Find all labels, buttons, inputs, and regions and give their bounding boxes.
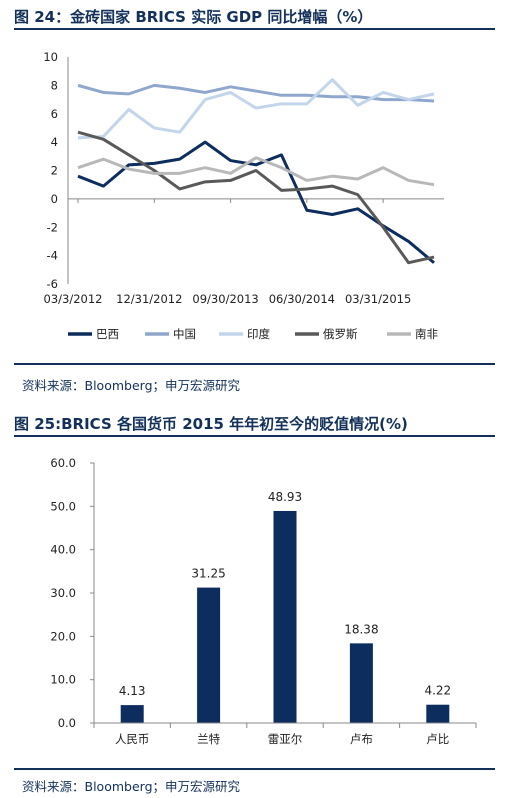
bar-y-tick-label: 0.0 (58, 716, 76, 730)
line-x-tick-label: 03/31/2015 (345, 292, 411, 306)
currency-bar-chart: 60.0 50.0 40.0 30.0 20.0 10.0 0.0 4.13 31.25 48.… (50, 456, 477, 746)
legend-label-0: 巴西 (96, 327, 119, 341)
figure-24-bottom-rule (14, 363, 495, 365)
bar-category-label-4: 卢比 (426, 732, 449, 746)
bar-value-label-1: 31.25 (191, 567, 225, 581)
line-y-tick-label: -2 (47, 220, 58, 234)
figure-24-source: 资料来源：Bloomberg；申万宏源研究 (22, 378, 240, 393)
figure-25-bottom-rule (14, 768, 495, 770)
bar-y-axis: 60.0 50.0 40.0 30.0 20.0 10.0 0.0 (50, 456, 95, 730)
line-x-axis: 03/3/2012 12/31/2012 09/30/2013 06/30/2014 0… (44, 198, 444, 306)
line-y-tick-label: 6 (51, 107, 58, 121)
bar-value-label-2: 48.93 (268, 490, 302, 504)
line-x-tick-label: 09/30/2013 (192, 292, 258, 306)
line-y-tick-label: 2 (51, 164, 58, 178)
bar-y-tick-label: 10.0 (50, 673, 76, 687)
bar-y-tick-label: 20.0 (50, 629, 76, 643)
bar-3 (349, 643, 373, 723)
bar-value-label-4: 4.22 (424, 684, 451, 698)
line-y-tick-label: 10 (43, 50, 58, 64)
bar-y-tick-label: 40.0 (50, 543, 76, 557)
bar-1 (197, 587, 221, 723)
bar-0 (120, 705, 144, 723)
bar-value-label-3: 18.38 (344, 622, 378, 636)
line-x-tick-label: 03/3/2012 (44, 292, 103, 306)
figure-25-title: 图 25:BRICS 各国货币 2015 年年初至今的贬值情况(%) (14, 415, 408, 433)
legend-label-1: 中国 (173, 327, 196, 341)
figure-25-source: 资料来源：Bloomberg；申万宏源研究 (22, 779, 240, 794)
line-y-tick-label: 8 (51, 78, 58, 92)
line-series-group (77, 78, 435, 265)
gdp-line-chart: 10 8 6 4 2 0 -2 -4 -6 03/3/2012 12/31/2012 09/30/2… (43, 50, 444, 341)
bar-x-axis: 人民币 兰特 雷亚尔 卢布 卢比 (93, 722, 477, 746)
figure-25-top-rule (14, 435, 495, 437)
line-y-tick-label: 0 (51, 192, 58, 206)
figure-24-top-rule (14, 28, 495, 30)
line-y-tick-label: 4 (51, 135, 58, 149)
series-line-2 (77, 78, 435, 140)
series-line-3 (77, 130, 435, 265)
line-x-tick-label: 06/30/2014 (269, 292, 335, 306)
legend-label-2: 印度 (247, 327, 270, 341)
series-line-1 (77, 83, 435, 103)
line-y-axis: 10 8 6 4 2 0 -2 -4 -6 (43, 50, 69, 291)
bar-y-tick-label: 30.0 (50, 586, 76, 600)
line-y-tick-label: -4 (47, 249, 58, 263)
line-y-tick-label: -6 (47, 277, 58, 291)
bar-series-group: 4.13 31.25 48.93 18.38 4.22 (119, 490, 451, 723)
bar-value-label-0: 4.13 (119, 684, 146, 698)
bar-2 (273, 510, 297, 723)
bar-4 (426, 704, 450, 723)
bar-y-tick-label: 50.0 (50, 499, 76, 513)
bar-y-tick-label: 60.0 (50, 456, 76, 470)
series-line-0 (77, 140, 435, 264)
legend-label-4: 南非 (415, 327, 438, 341)
bar-category-label-1: 兰特 (197, 732, 220, 746)
series-line-4 (77, 156, 435, 187)
bar-category-label-0: 人民币 (115, 732, 150, 746)
bar-category-label-3: 卢布 (350, 732, 373, 746)
legend-label-3: 俄罗斯 (323, 327, 358, 341)
line-x-tick-label: 12/31/2012 (116, 292, 182, 306)
figure-24-title: 图 24：金砖国家 BRICS 实际 GDP 同比增幅（%） (14, 8, 373, 26)
line-legend: 巴西 中国 印度 俄罗斯 南非 (68, 327, 438, 341)
bar-category-label-2: 雷亚尔 (268, 732, 303, 746)
